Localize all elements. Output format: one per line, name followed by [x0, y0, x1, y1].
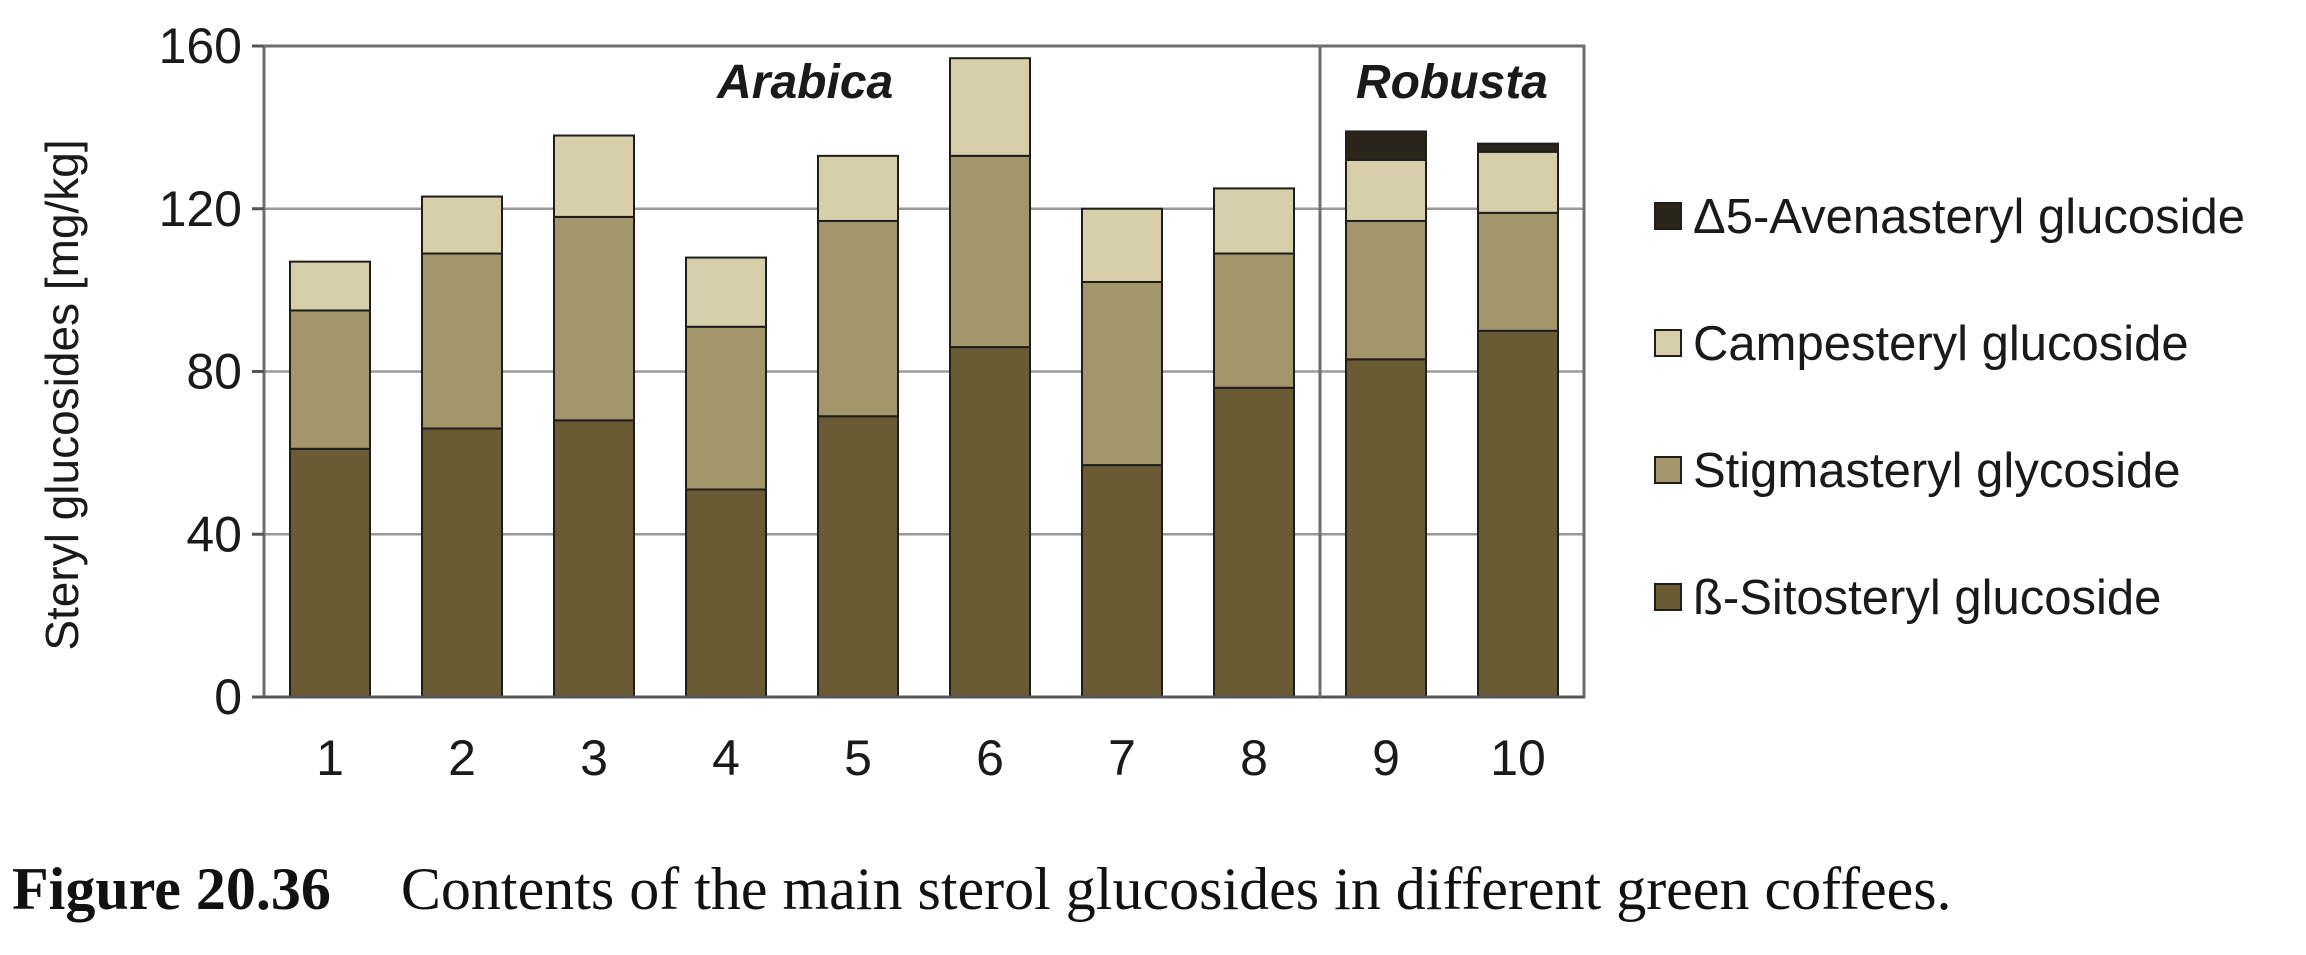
- bar-segment: [685, 325, 767, 491]
- bar-segment: [817, 219, 899, 418]
- y-tick-label: 80: [186, 344, 242, 400]
- plot-frame: [252, 44, 1586, 699]
- bar-segment: [1477, 211, 1559, 332]
- x-tick-label: 9: [1372, 730, 1400, 786]
- bar-segment: [1213, 187, 1295, 255]
- bar-segment: [949, 57, 1031, 157]
- legend-swatch: [1654, 583, 1682, 611]
- bar-segment: [1477, 142, 1559, 153]
- bar-segment: [1081, 280, 1163, 467]
- bar-segment: [289, 260, 371, 312]
- x-tick-label: 6: [976, 730, 1004, 786]
- bar-segment: [553, 215, 635, 422]
- bar-segment: [289, 447, 371, 698]
- bar-segment: [421, 195, 503, 255]
- bar-segment: [1081, 464, 1163, 698]
- bar-segment: [1477, 329, 1559, 698]
- group-label: Robusta: [1356, 56, 1548, 109]
- bar-segment: [685, 488, 767, 698]
- bar-segment: [553, 134, 635, 218]
- x-tick-label: 7: [1108, 730, 1136, 786]
- bar-segment: [817, 154, 899, 222]
- legend-swatch: [1654, 202, 1682, 230]
- bar-segment: [817, 415, 899, 698]
- bars: [289, 57, 1559, 698]
- legend-label: Campesteryl glucoside: [1693, 317, 2189, 371]
- bar-segment: [1345, 130, 1427, 161]
- y-axis-title: Steryl glucosides [mg/kg]: [36, 139, 88, 650]
- bar-segment: [1213, 386, 1295, 698]
- x-tick-label: 2: [448, 730, 476, 786]
- x-tick-label: 5: [844, 730, 872, 786]
- legend-swatch: [1654, 329, 1682, 357]
- y-tick-label: 160: [159, 18, 242, 74]
- legend: Δ5-Avenasteryl glucoside Campesteryl gluc…: [1654, 190, 2245, 625]
- bar-segment: [289, 309, 371, 450]
- y-tick-label: 40: [186, 506, 242, 562]
- bar-segment: [949, 154, 1031, 349]
- bar-segment: [1477, 150, 1559, 214]
- caption-text: Contents of the main sterol glucosides i…: [400, 856, 1952, 922]
- legend-swatch: [1654, 456, 1682, 484]
- x-tick-label: 3: [580, 730, 608, 786]
- bar-segment: [1345, 158, 1427, 222]
- bar-segment: [949, 346, 1031, 698]
- x-tick-label: 4: [712, 730, 740, 786]
- bar-segment: [685, 256, 767, 328]
- axis-ticks: 0 40 80 120 160 1 2 3 4 5 6 7 8 9 10: [159, 18, 1546, 786]
- figure-label: Figure 20.36: [12, 856, 331, 922]
- y-tick-label: 0: [214, 669, 242, 725]
- x-tick-label: 1: [316, 730, 344, 786]
- x-tick-label: 8: [1240, 730, 1268, 786]
- legend-label: Stigmasteryl glycoside: [1693, 444, 2180, 498]
- group-label: Arabica: [716, 56, 893, 109]
- legend-label: ß-Sitosteryl glucoside: [1693, 571, 2161, 625]
- bar-segment: [421, 252, 503, 430]
- bar-segment: [1345, 358, 1427, 698]
- bar-segment: [421, 427, 503, 698]
- bar-segment: [1345, 219, 1427, 361]
- bar-segment: [1081, 207, 1163, 283]
- x-tick-label: 10: [1490, 730, 1546, 786]
- bar-segment: [1213, 252, 1295, 389]
- bar-segment: [553, 419, 635, 698]
- figure-caption: Figure 20.36 Contents of the main sterol …: [12, 855, 1952, 924]
- group-labels: Arabica Robusta: [716, 46, 1548, 697]
- legend-label: Δ5-Avenasteryl glucoside: [1693, 190, 2245, 244]
- y-tick-label: 120: [159, 181, 242, 237]
- chart: 0 40 80 120 160 1 2 3 4 5 6 7 8 9 10 Steryl glucosides…: [36, 18, 2245, 786]
